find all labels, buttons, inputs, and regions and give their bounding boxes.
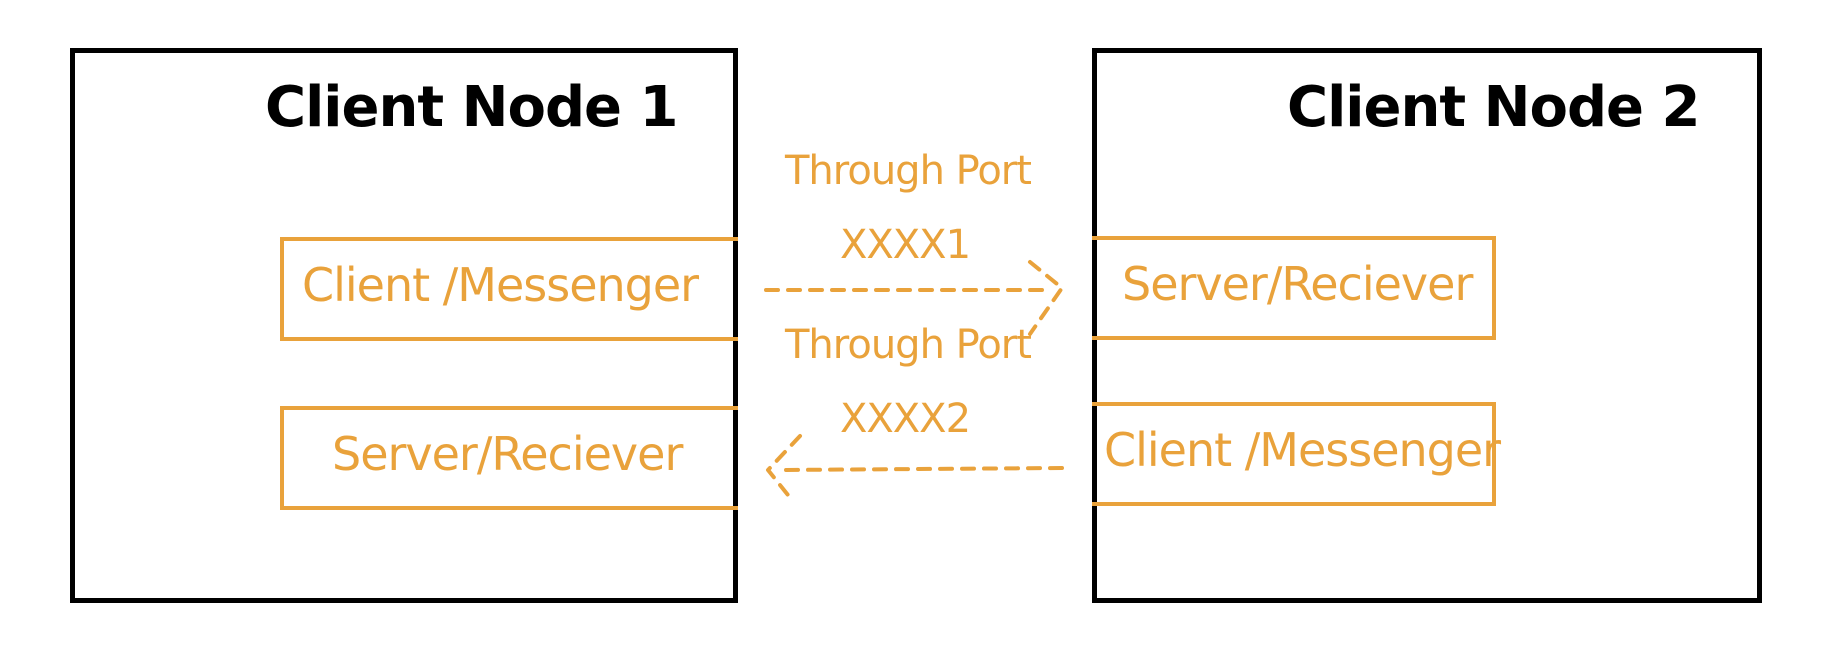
node-1-client-messenger: Client /Messenger [280,237,738,341]
connection-1-label: Through Port [785,148,1032,194]
connection-1-port: XXXX1 [839,222,971,268]
node-1-title: Client Node 1 [265,75,678,140]
arrow-node2-to-node1 [766,434,1064,502]
node-1-server-reciever-label: Server/Reciever [332,427,683,481]
connection-2-label: Through Port [785,322,1032,368]
client-node-2: Client Node 2 [1092,48,1762,603]
arrow-node1-to-node2 [764,260,1064,336]
node-2-title: Client Node 2 [1287,75,1700,140]
node-2-client-messenger: Client /Messenger [1092,402,1501,506]
node-2-client-messenger-label: Client /Messenger [1104,423,1501,477]
connection-2-port: XXXX2 [839,396,971,442]
client-node-1: Client Node 1 [70,48,738,603]
node-1-client-messenger-label: Client /Messenger [302,258,699,312]
node-2-server-reciever-label: Server/Reciever [1122,257,1473,311]
node-2-server-reciever: Server/Reciever [1092,236,1496,340]
node-1-server-reciever: Server/Reciever [280,406,738,510]
